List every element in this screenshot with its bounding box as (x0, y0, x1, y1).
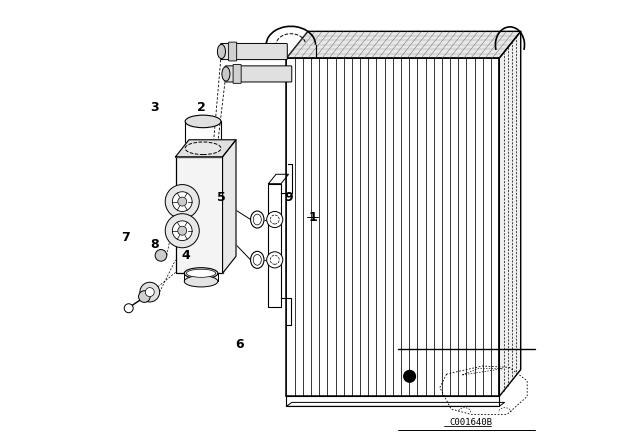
Polygon shape (175, 140, 236, 157)
Text: 9: 9 (284, 190, 293, 204)
Circle shape (145, 288, 154, 297)
Circle shape (124, 304, 133, 313)
FancyBboxPatch shape (233, 65, 241, 83)
Circle shape (165, 185, 199, 219)
Ellipse shape (185, 142, 221, 155)
FancyBboxPatch shape (287, 396, 499, 406)
Ellipse shape (251, 251, 264, 268)
FancyBboxPatch shape (228, 42, 237, 61)
Circle shape (404, 370, 415, 382)
Circle shape (155, 250, 167, 261)
Text: 8: 8 (150, 237, 159, 251)
Circle shape (140, 282, 159, 302)
Text: 4: 4 (181, 249, 190, 262)
Bar (269, 184, 281, 307)
Circle shape (267, 252, 283, 268)
Circle shape (267, 211, 283, 228)
Text: 1: 1 (309, 211, 317, 224)
Text: C001640B: C001640B (450, 418, 493, 426)
Circle shape (178, 226, 187, 235)
Ellipse shape (218, 44, 225, 59)
FancyBboxPatch shape (225, 66, 292, 82)
Ellipse shape (222, 67, 230, 81)
Ellipse shape (186, 269, 216, 277)
Text: 6: 6 (235, 338, 244, 352)
Polygon shape (223, 140, 236, 273)
Polygon shape (287, 31, 521, 58)
Text: 5: 5 (217, 190, 226, 204)
Circle shape (139, 291, 150, 302)
Polygon shape (499, 31, 521, 396)
FancyBboxPatch shape (221, 43, 287, 60)
Ellipse shape (253, 214, 261, 225)
Text: 3: 3 (150, 101, 159, 114)
Circle shape (165, 214, 199, 248)
Circle shape (172, 221, 192, 241)
Bar (175, 157, 223, 273)
Ellipse shape (185, 115, 221, 128)
Circle shape (178, 197, 187, 206)
Text: 2: 2 (197, 101, 205, 114)
Circle shape (172, 192, 192, 211)
Ellipse shape (251, 211, 264, 228)
Ellipse shape (184, 268, 218, 279)
Ellipse shape (184, 276, 218, 287)
Text: 7: 7 (121, 231, 129, 244)
Ellipse shape (253, 254, 261, 265)
